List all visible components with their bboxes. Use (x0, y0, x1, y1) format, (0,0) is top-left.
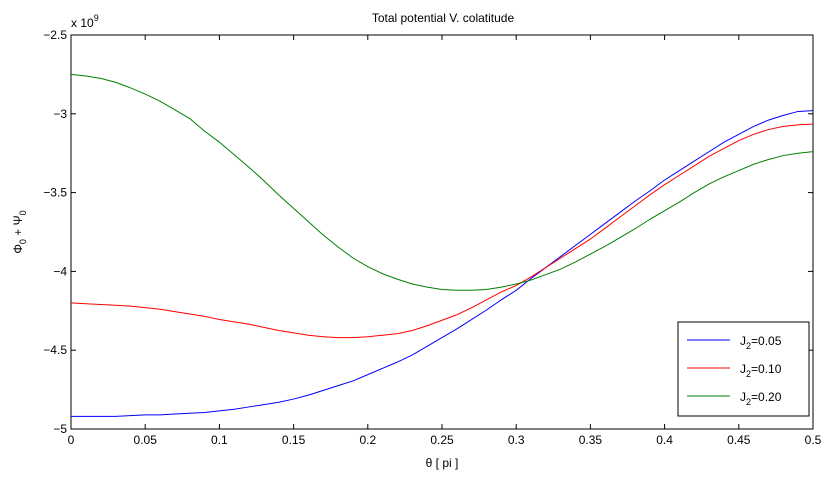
y-label-sub-2: 0 (18, 210, 28, 215)
y-tick-label: −4 (53, 264, 67, 278)
y-multiplier-exponent: 9 (94, 13, 99, 23)
series-layer (70, 73, 814, 417)
x-tick-label: 0 (68, 433, 75, 447)
series-line-1 (70, 123, 814, 339)
y-label-phi: Φ (11, 244, 25, 254)
x-tick-label: 0.1 (211, 433, 228, 447)
chart-title: Total potential V. colatitude (372, 11, 515, 25)
x-tick-label: 0.3 (508, 433, 525, 447)
y-tick-label: −5 (53, 422, 67, 436)
legend-label-0: J2=0.05 (740, 334, 782, 351)
svg-text:Φ0 + Ψ0: Φ0 + Ψ0 (11, 210, 28, 253)
y-multiplier: x 109 (71, 13, 99, 30)
y-tick-label: −3.5 (43, 186, 67, 200)
legend-label-1: J2=0.10 (740, 362, 782, 379)
x-tick-label: 0.45 (727, 433, 751, 447)
svg-text:x 109: x 109 (71, 13, 99, 30)
legend-label-2: J2=0.20 (740, 390, 782, 407)
x-tick-label: 0.4 (656, 433, 673, 447)
x-tick-label: 0.05 (134, 433, 158, 447)
y-axis: −5 −4.5 −4 −3.5 −3 −2.5 (43, 28, 813, 436)
y-axis-label: Φ0 + Ψ0 (11, 210, 28, 253)
legend: J2=0.05 J2=0.10 J2=0.20 (677, 321, 810, 417)
series-line-2 (70, 73, 814, 291)
y-multiplier-base: x 10 (71, 16, 94, 30)
x-axis: 0 0.05 0.1 0.15 0.2 0.25 0.3 0.35 0.4 0.45 0.5 (68, 35, 822, 447)
x-tick-label: 0.2 (359, 433, 376, 447)
series-line-0 (71, 110, 814, 417)
y-label-sub-1: 0 (18, 239, 28, 244)
x-tick-label: 0.15 (282, 433, 306, 447)
x-tick-label: 0.25 (430, 433, 454, 447)
x-tick-label: 0.5 (805, 433, 822, 447)
y-tick-label: −2.5 (43, 28, 67, 42)
y-tick-label: −3 (53, 107, 67, 121)
y-label-plus-psi: + Ψ (11, 215, 25, 239)
y-tick-label: −4.5 (43, 343, 67, 357)
legend-box (677, 321, 810, 417)
x-tick-label: 0.35 (579, 433, 603, 447)
x-axis-label: θ [ pi ] (426, 456, 459, 470)
